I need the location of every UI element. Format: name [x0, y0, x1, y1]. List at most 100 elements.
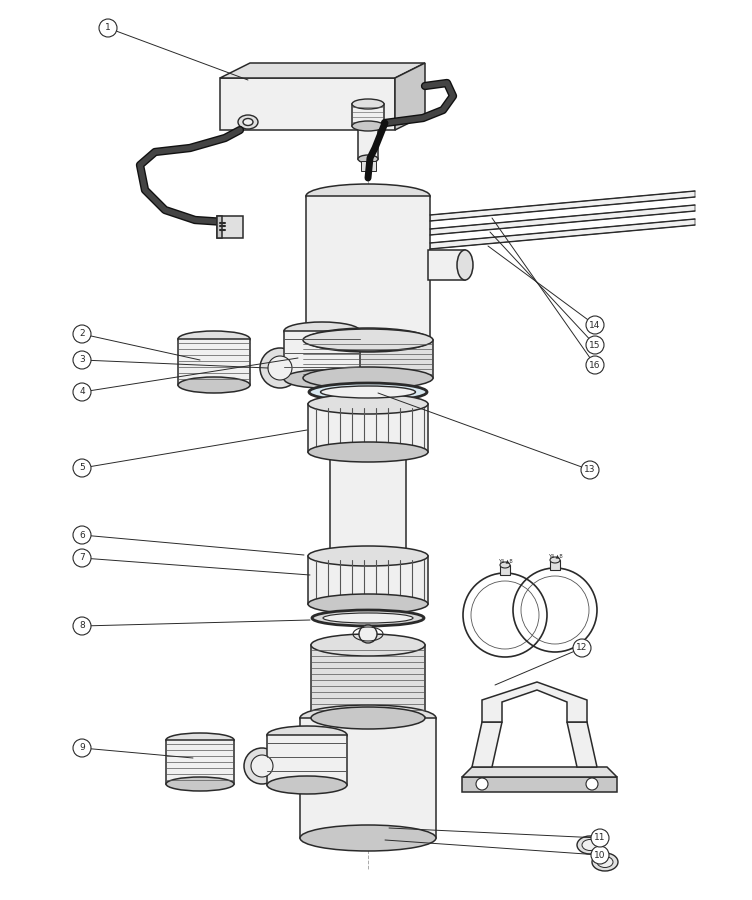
Polygon shape	[352, 104, 384, 126]
Ellipse shape	[352, 121, 384, 131]
Polygon shape	[430, 219, 695, 249]
Text: 7: 7	[79, 554, 85, 562]
Polygon shape	[308, 404, 428, 452]
Ellipse shape	[303, 367, 433, 389]
Circle shape	[73, 617, 91, 635]
Ellipse shape	[550, 557, 560, 563]
Ellipse shape	[352, 99, 384, 109]
Text: 2: 2	[79, 329, 85, 338]
Polygon shape	[567, 722, 597, 767]
Ellipse shape	[597, 857, 613, 868]
Ellipse shape	[178, 331, 250, 347]
Ellipse shape	[178, 377, 250, 393]
Polygon shape	[430, 205, 695, 235]
Ellipse shape	[260, 348, 300, 388]
Ellipse shape	[311, 707, 425, 729]
Ellipse shape	[308, 394, 428, 414]
Polygon shape	[217, 216, 243, 238]
Text: 6: 6	[79, 530, 85, 539]
Ellipse shape	[308, 546, 428, 566]
Polygon shape	[311, 645, 425, 718]
Ellipse shape	[592, 853, 618, 871]
Polygon shape	[284, 331, 360, 379]
Text: 4: 4	[79, 388, 85, 397]
Polygon shape	[550, 560, 560, 570]
Ellipse shape	[577, 836, 603, 854]
Polygon shape	[360, 161, 365, 171]
Ellipse shape	[243, 119, 253, 125]
Ellipse shape	[309, 383, 427, 401]
Text: 10: 10	[594, 850, 606, 860]
Ellipse shape	[306, 184, 430, 208]
Ellipse shape	[320, 386, 416, 398]
Text: 15: 15	[590, 340, 601, 349]
Polygon shape	[300, 718, 436, 838]
Polygon shape	[220, 78, 395, 130]
Circle shape	[73, 526, 91, 544]
Ellipse shape	[284, 370, 360, 388]
Circle shape	[73, 325, 91, 343]
Polygon shape	[462, 767, 617, 777]
Circle shape	[73, 549, 91, 567]
Ellipse shape	[312, 610, 424, 626]
Ellipse shape	[500, 562, 510, 568]
Text: Y4 ▲B: Y4 ▲B	[498, 559, 512, 563]
Polygon shape	[371, 161, 375, 171]
Ellipse shape	[300, 705, 436, 731]
Circle shape	[586, 336, 604, 354]
Polygon shape	[482, 682, 587, 722]
Circle shape	[73, 739, 91, 757]
Circle shape	[73, 351, 91, 369]
Text: 3: 3	[79, 356, 85, 364]
Ellipse shape	[166, 733, 234, 747]
Text: 1: 1	[105, 23, 111, 32]
Ellipse shape	[457, 250, 473, 280]
Ellipse shape	[308, 594, 428, 614]
Ellipse shape	[358, 125, 378, 133]
Ellipse shape	[166, 777, 234, 791]
Circle shape	[359, 625, 377, 643]
Text: 16: 16	[590, 361, 601, 370]
Ellipse shape	[244, 748, 280, 784]
Text: 13: 13	[584, 465, 596, 474]
Polygon shape	[267, 735, 347, 785]
Ellipse shape	[358, 155, 378, 163]
Polygon shape	[472, 722, 502, 767]
Text: 5: 5	[79, 464, 85, 472]
Ellipse shape	[308, 442, 428, 462]
Polygon shape	[166, 740, 234, 784]
Text: 8: 8	[79, 622, 85, 631]
Polygon shape	[358, 129, 378, 159]
Polygon shape	[306, 196, 430, 340]
Text: 9: 9	[79, 743, 85, 752]
Polygon shape	[462, 777, 617, 792]
Ellipse shape	[267, 776, 347, 794]
Ellipse shape	[268, 356, 292, 380]
Circle shape	[586, 356, 604, 374]
Polygon shape	[500, 565, 510, 575]
Ellipse shape	[582, 840, 598, 850]
Circle shape	[591, 829, 609, 847]
Ellipse shape	[323, 613, 413, 623]
Polygon shape	[178, 339, 250, 385]
Polygon shape	[308, 556, 428, 604]
Circle shape	[73, 459, 91, 477]
Circle shape	[581, 461, 599, 479]
Text: 11: 11	[594, 833, 606, 842]
Text: 12: 12	[576, 644, 587, 652]
Polygon shape	[430, 191, 695, 221]
Polygon shape	[217, 216, 222, 238]
Ellipse shape	[238, 115, 258, 129]
Ellipse shape	[303, 329, 433, 351]
Polygon shape	[330, 452, 406, 556]
Text: Y4 ▲B: Y4 ▲B	[547, 554, 562, 559]
Polygon shape	[220, 63, 425, 78]
Ellipse shape	[300, 825, 436, 851]
Circle shape	[586, 778, 598, 790]
Circle shape	[73, 383, 91, 401]
Polygon shape	[395, 63, 425, 130]
Circle shape	[99, 19, 117, 37]
Circle shape	[586, 316, 604, 334]
Ellipse shape	[311, 634, 425, 656]
Circle shape	[476, 778, 488, 790]
